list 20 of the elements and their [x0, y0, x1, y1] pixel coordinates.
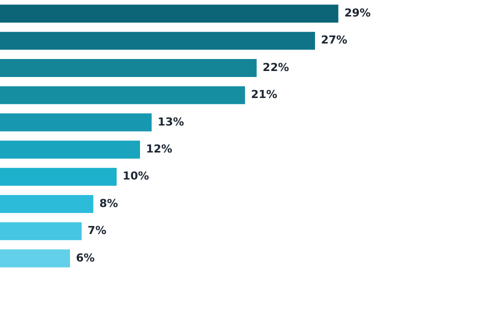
- bar: [0, 86, 245, 104]
- bar: [0, 249, 70, 268]
- data-label: 29%: [344, 6, 371, 20]
- data-label: 6%: [76, 251, 95, 264]
- bar: [0, 140, 140, 159]
- data-label: 21%: [251, 88, 278, 102]
- bar: [0, 59, 257, 77]
- data-label: 7%: [88, 224, 106, 238]
- data-label: 27%: [321, 34, 348, 47]
- bar: [0, 32, 315, 50]
- bar: [0, 168, 117, 186]
- data-label: 10%: [122, 170, 150, 183]
- data-label: 8%: [99, 196, 118, 210]
- data-label: 22%: [262, 60, 290, 74]
- bar: [0, 222, 82, 240]
- data-label: 13%: [158, 115, 184, 128]
- bar: [0, 195, 94, 213]
- bar: [0, 113, 152, 132]
- data-label: 12%: [146, 142, 172, 156]
- bar: [0, 4, 338, 23]
